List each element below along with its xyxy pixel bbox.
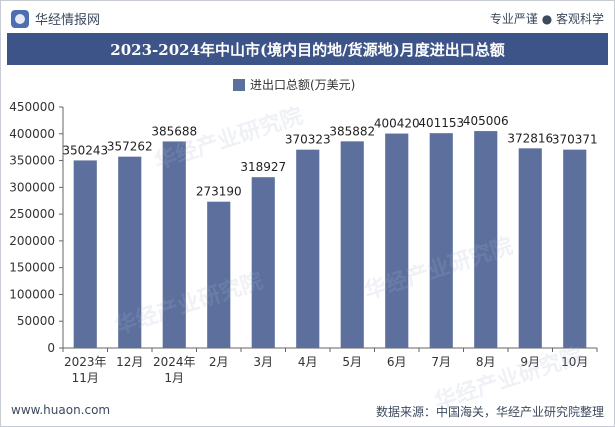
legend-swatch bbox=[233, 79, 245, 91]
data-label: 357262 bbox=[107, 140, 153, 154]
chart-title: 2023-2024年中山市(境内目的地/货源地)月度进出口总额 bbox=[7, 33, 608, 65]
bars bbox=[73, 131, 587, 348]
bar bbox=[563, 149, 587, 348]
legend: 进出口总额(万美元) bbox=[233, 78, 355, 92]
legend-label: 进出口总额(万美元) bbox=[250, 78, 355, 92]
data-label: 370371 bbox=[552, 133, 598, 147]
y-tick-label: 150000 bbox=[9, 261, 55, 275]
y-tick-label: 300000 bbox=[9, 180, 55, 194]
x-tick-label: 9月 bbox=[520, 355, 540, 369]
y-tick-label: 450000 bbox=[9, 100, 55, 114]
data-source: 数据来源：中国海关，华经产业研究院整理 bbox=[375, 405, 604, 419]
bar bbox=[385, 133, 409, 348]
bar bbox=[251, 177, 275, 348]
bar bbox=[296, 149, 320, 348]
brand-logo-icon bbox=[11, 9, 29, 28]
bar bbox=[73, 160, 97, 348]
data-label: 400420 bbox=[374, 117, 420, 131]
bar bbox=[118, 156, 142, 348]
x-tick-label: 2月 bbox=[209, 355, 229, 369]
x-tick-label: 11月 bbox=[72, 371, 99, 385]
bar bbox=[340, 141, 364, 348]
y-tick-label: 250000 bbox=[9, 207, 55, 221]
y-tick-label: 50000 bbox=[17, 314, 55, 328]
data-label: 318927 bbox=[240, 160, 286, 174]
bar bbox=[474, 131, 498, 348]
bar bbox=[162, 141, 186, 348]
y-tick-label: 400000 bbox=[9, 127, 55, 141]
data-label: 385688 bbox=[151, 124, 197, 138]
x-tick-label: 12月 bbox=[116, 355, 143, 369]
data-label: 350243 bbox=[62, 143, 108, 157]
x-tick-label: 1月 bbox=[164, 371, 184, 385]
data-label: 372816 bbox=[507, 131, 553, 145]
data-label: 370323 bbox=[285, 133, 331, 147]
y-tick-label: 200000 bbox=[9, 234, 55, 248]
y-tick-label: 350000 bbox=[9, 154, 55, 168]
bar bbox=[207, 201, 231, 348]
x-tick-label: 7月 bbox=[431, 355, 451, 369]
x-tick-label: 2024年 bbox=[153, 355, 196, 369]
site-link[interactable]: www.huaon.com bbox=[11, 403, 111, 417]
data-label: 401153 bbox=[418, 116, 464, 130]
data-label: 385882 bbox=[329, 124, 375, 138]
x-tick-label: 3月 bbox=[253, 355, 273, 369]
x-tick-label: 6月 bbox=[387, 355, 407, 369]
top-bar: 华经情报网 专业严谨 ● 客观科学 bbox=[1, 1, 614, 33]
x-tick-label: 4月 bbox=[298, 355, 318, 369]
y-axis-ticks: 0 50000 100000 150000 200000 250000 300000 3500… bbox=[9, 100, 63, 355]
brand[interactable]: 华经情报网 bbox=[11, 9, 100, 28]
brand-name: 华经情报网 bbox=[35, 13, 101, 28]
x-tick-label: 10月 bbox=[561, 355, 588, 369]
slogan: 专业严谨 ● 客观科学 bbox=[489, 12, 604, 26]
footer: www.huaon.com 数据来源：中国海关，华经产业研究院整理 bbox=[1, 397, 614, 427]
x-tick-label: 2023年 bbox=[64, 355, 107, 369]
data-label: 273190 bbox=[196, 185, 242, 199]
bar bbox=[429, 133, 453, 348]
y-tick-label: 100000 bbox=[9, 287, 55, 301]
y-tick-label: 0 bbox=[47, 341, 55, 355]
x-axis-ticks: 2023年 11月 12月 2024年 1月 2月 3月 4月 5月 6月 7月 8月 9月 10月 bbox=[62, 348, 598, 385]
x-tick-label: 5月 bbox=[342, 355, 362, 369]
x-tick-label: 8月 bbox=[476, 355, 496, 369]
data-label: 405006 bbox=[463, 114, 509, 128]
bar bbox=[518, 148, 542, 348]
